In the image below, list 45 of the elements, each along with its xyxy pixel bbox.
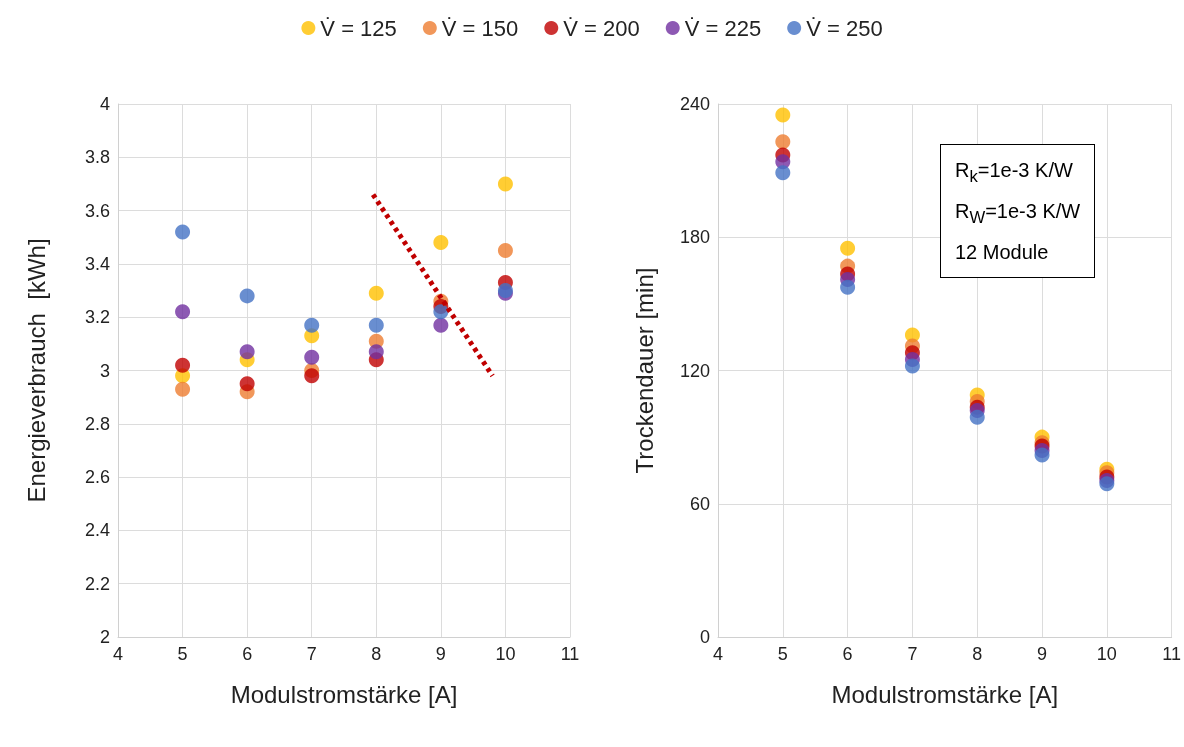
y-axis-title: Energieverbrauch [kWh] [22,238,50,503]
x-tick-label: 9 [1037,644,1048,664]
legend-label: V̇ = 125 [320,15,397,41]
y-tick-label: 0 [699,627,710,647]
x-tick-label: 5 [177,644,188,664]
x-tick-label: 7 [907,644,918,664]
x-tick-label: 11 [1162,644,1181,664]
legend-label: V̇ = 200 [563,15,640,41]
y-tick-label: 3.2 [84,307,110,328]
y-tick-label: 180 [679,227,710,248]
x-tick-label: 6 [242,644,253,664]
note-box: R$_{k}$=1e-3 K/W R$_{W}$=1e-3 K/W 12 Module [940,144,1096,278]
x-axis-title: Modulstromstärke [A] [230,680,458,708]
x-tick-label: 10 [495,644,516,664]
annotation: 12 Module [955,240,1050,265]
y-tick-label: 3.6 [84,200,110,221]
y-tick-label: 2.4 [84,520,110,541]
y-tick-label: 2.2 [84,573,110,594]
legend-label: V̇ = 250 [806,15,883,41]
x-tick-label: 4 [112,644,124,664]
annotation: R$_{k}$=1e-3 K/W [955,158,1074,188]
x-tick-label: 8 [972,644,983,664]
x-tick-label: 9 [435,644,446,664]
y-tick-label: 3.4 [84,253,110,274]
x-tick-label: 11 [560,644,580,664]
x-axis-title: Modulstromstärke [A] [831,680,1059,708]
y-tick-label: 3.8 [84,147,110,168]
y-tick-label: 60 [689,493,710,514]
x-tick-label: 6 [842,644,853,664]
x-tick-label: 7 [306,644,317,664]
y-tick-label: 120 [679,360,710,381]
y-tick-label: 4 [99,94,110,114]
annotation: R$_{W}$=1e-3 K/W [955,199,1081,229]
legend-label: V̇ = 150 [441,15,519,41]
y-tick-label: 240 [679,94,710,114]
x-tick-label: 8 [371,644,382,664]
y-tick-label: 2 [99,627,110,647]
y-tick-label: 3 [99,360,110,381]
y-axis-title: Trockendauer [min] [630,267,658,474]
x-tick-label: 4 [712,644,724,664]
x-tick-label: 10 [1096,644,1117,664]
y-tick-label: 2.8 [84,413,110,434]
y-tick-label: 2.6 [84,467,110,488]
x-tick-label: 5 [777,644,788,664]
legend-label: V̇ = 225 [684,15,762,41]
